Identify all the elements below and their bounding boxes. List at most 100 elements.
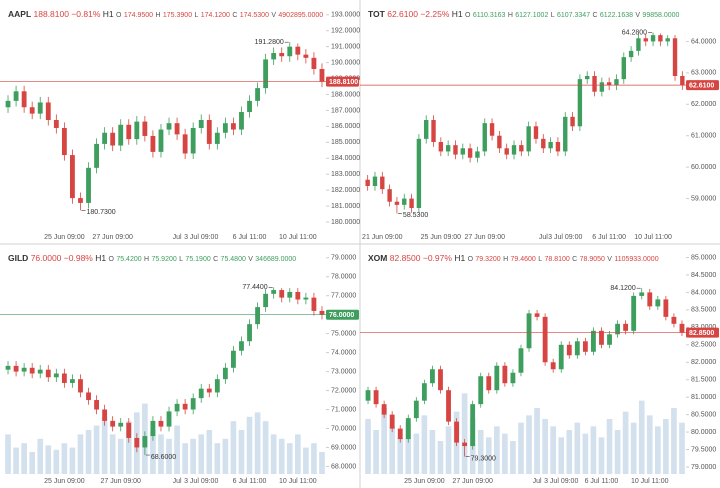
candle-body <box>519 145 524 152</box>
volume-bar <box>365 419 371 474</box>
candle-body <box>655 299 661 307</box>
y-tick-label: 82.5000 <box>691 342 716 349</box>
x-tick-label: 25 Jun 09:00 <box>44 478 85 485</box>
candle-body <box>413 400 419 419</box>
x-tick-label: Jul <box>173 478 182 485</box>
field-value: 6107.3347 <box>557 12 590 19</box>
candle-body <box>497 135 502 149</box>
candle-body <box>303 297 309 300</box>
x-tick-label: 3 Jul 09:00 <box>548 234 582 241</box>
volume-bar <box>510 441 516 474</box>
candle-body <box>279 290 285 298</box>
candle-body <box>231 123 236 130</box>
candle-body <box>45 369 51 378</box>
volume-bar <box>614 430 621 474</box>
candle-body <box>311 57 317 69</box>
symbol: TOT <box>368 9 386 19</box>
x-tick-label: 10 Jul 11:00 <box>631 478 669 485</box>
candle-body <box>142 121 148 136</box>
field-key: O <box>468 256 474 263</box>
x-tick-label: 27 Jun 09:00 <box>452 478 493 485</box>
field-value: 4902895.0000 <box>278 12 323 19</box>
timeframe: H1 <box>95 253 106 263</box>
field-key: L <box>538 256 542 263</box>
candle-body <box>518 348 524 373</box>
timeframe: H1 <box>454 253 465 263</box>
candle-body <box>263 293 269 308</box>
chart-panel: 193.0000192.0000191.0000190.0000189.0000… <box>0 9 360 241</box>
candle-body <box>70 379 75 383</box>
candle-body <box>222 123 228 133</box>
candle-body <box>190 398 196 410</box>
candle-body <box>563 116 568 152</box>
y-tick-label: 62.0000 <box>691 101 716 108</box>
y-tick-label: 71.0000 <box>331 406 356 413</box>
candle-body <box>394 201 400 205</box>
candle-body <box>94 143 99 168</box>
candle-body <box>86 167 91 203</box>
volume-bar <box>53 449 60 474</box>
volume-bar <box>286 443 293 474</box>
candle-body <box>110 420 116 427</box>
price: 62.6100 <box>387 9 418 19</box>
candle-body <box>566 344 572 356</box>
candle-body <box>380 176 385 190</box>
y-tick-label: 82.0000 <box>691 359 716 366</box>
volume-bar <box>5 434 11 474</box>
volume-bar <box>671 408 677 474</box>
change: −2.25% <box>420 9 450 19</box>
candle-body <box>53 120 59 128</box>
volume-bar <box>214 443 221 474</box>
candle-body <box>389 414 395 429</box>
candle-body <box>489 123 495 136</box>
volume-bar <box>477 430 484 474</box>
candle-body <box>150 135 156 152</box>
y-tick-label: 193.0000 <box>331 12 360 19</box>
candle-body <box>470 404 476 447</box>
y-tick-label: 79.0000 <box>691 464 716 471</box>
candle-body <box>555 142 561 152</box>
chart-panel: 85.000084.500084.000083.500083.000082.50… <box>360 253 719 485</box>
field-value: 99858.0000 <box>642 12 679 19</box>
volume-bar <box>230 421 237 474</box>
candle-body <box>615 323 620 335</box>
volume-bar <box>174 425 180 474</box>
candle-body <box>45 102 51 120</box>
chart-header: TOT 62.6100 −2.25% H1 O 6110.3163 H 6127… <box>368 9 680 19</box>
candle-body <box>478 376 484 405</box>
volume-bar <box>679 422 685 474</box>
candle-body <box>279 53 285 57</box>
candle-body <box>214 379 220 393</box>
candle-body <box>311 297 317 311</box>
y-tick-label: 81.5000 <box>691 377 716 384</box>
candle-body <box>574 341 580 356</box>
candle-body <box>387 189 392 202</box>
field-value: 6122.1638 <box>600 12 633 19</box>
y-tick-label: 182.0000 <box>331 187 360 194</box>
candle-body <box>541 138 546 149</box>
field-value: 79.3200 <box>475 256 500 263</box>
candle-body <box>239 112 244 130</box>
candle-body <box>102 409 108 421</box>
y-tick-label: 61.0000 <box>691 133 716 140</box>
volume-bar <box>646 415 653 474</box>
volume-bar <box>590 426 597 474</box>
annotation-label: 77.4400 <box>242 284 267 291</box>
x-tick-label: 27 Jun 09:00 <box>92 234 133 241</box>
candle-body <box>599 330 604 345</box>
x-tick-label: 6 Jul 11:00 <box>592 234 626 241</box>
candle-body <box>643 38 648 42</box>
candle-body <box>263 59 269 89</box>
annotation-label: 64.2800 <box>622 29 647 36</box>
volume-bar <box>389 426 395 474</box>
y-tick-label: 84.0000 <box>691 289 716 296</box>
candle-body <box>438 369 443 391</box>
y-tick-label: 64.0000 <box>691 38 716 45</box>
y-tick-label: 188.0000 <box>331 91 360 98</box>
candle-body <box>13 365 19 372</box>
field-value: 75.9200 <box>151 256 176 263</box>
volume-bar <box>303 447 309 474</box>
volume-bar <box>397 437 404 474</box>
volume-bar <box>526 415 532 474</box>
candle-body <box>198 120 204 128</box>
